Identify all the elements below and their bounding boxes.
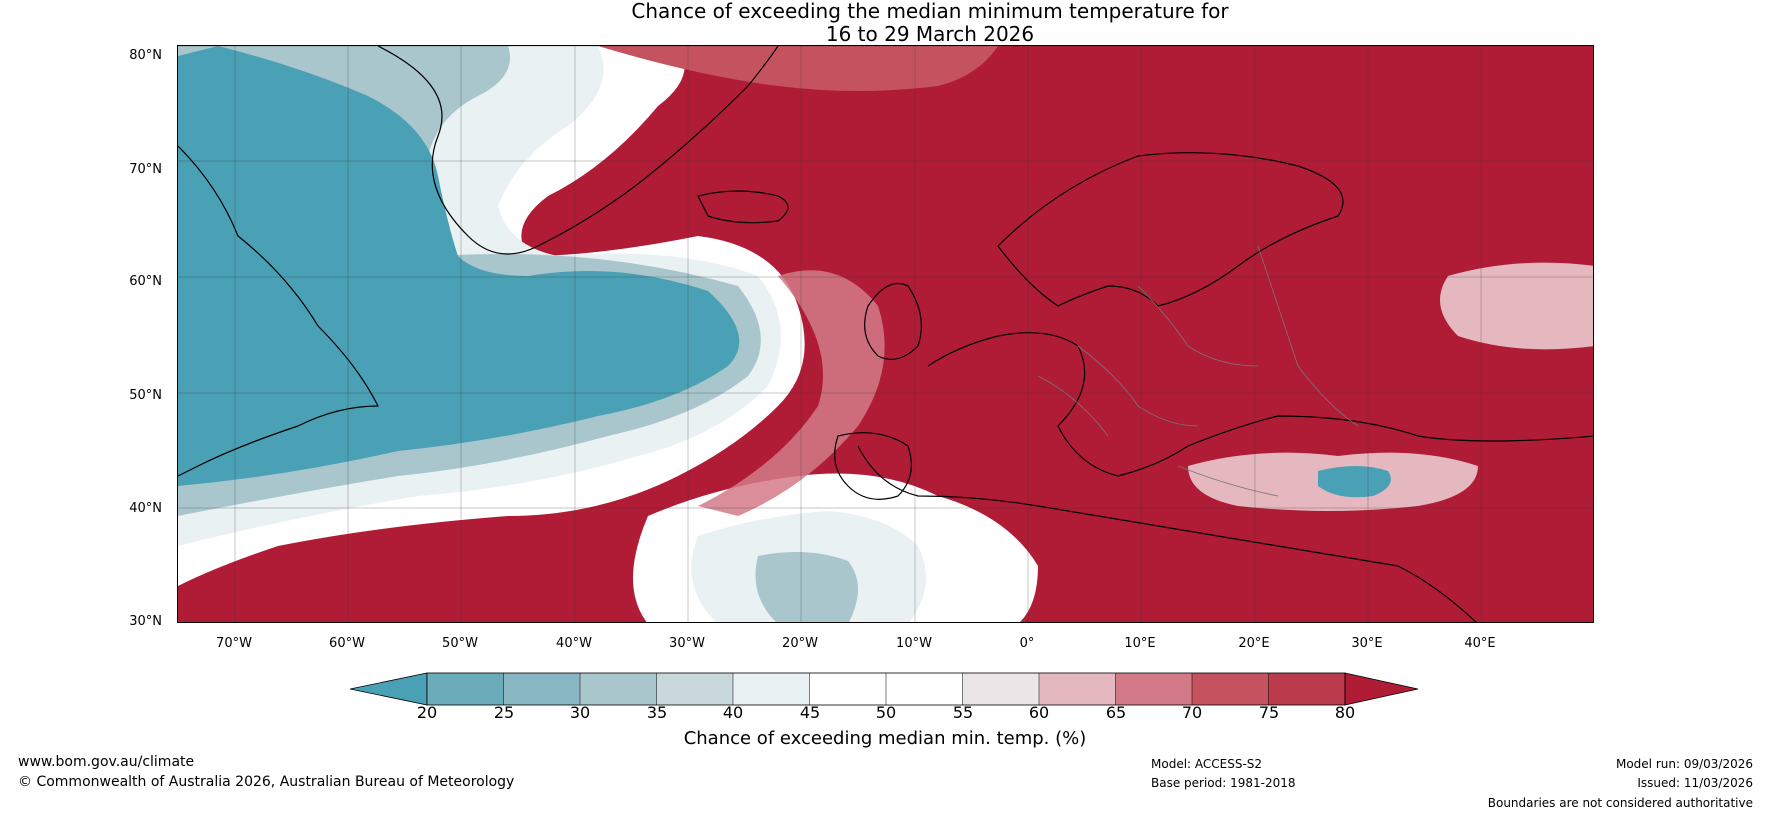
colorbar — [350, 672, 1419, 706]
lat-label-50n: 50°N — [129, 388, 162, 403]
europe-coast — [927, 332, 1593, 477]
iceland-coast — [697, 190, 789, 224]
colorbar-tick-75: 75 — [1258, 703, 1280, 722]
iberia-coast — [834, 432, 912, 500]
colorbar-tick-65: 65 — [1105, 703, 1127, 722]
colorbar-tick-40: 40 — [722, 703, 744, 722]
forecast-map — [177, 45, 1594, 623]
lat-label-80n: 80°N — [129, 48, 162, 63]
colorbar-tick-60: 60 — [1028, 703, 1050, 722]
footer-website: www.bom.gov.au/climate — [18, 754, 195, 770]
colorbar-cell — [580, 673, 657, 705]
lat-label-30n: 30°N — [129, 614, 162, 629]
labrador-coast — [178, 145, 379, 477]
colorbar-tick-30: 30 — [569, 703, 591, 722]
coastlines — [178, 46, 1593, 622]
colorbar-cell — [809, 673, 887, 705]
colorbar-tick-70: 70 — [1181, 703, 1203, 722]
lon-label-50w: 50°W — [442, 636, 478, 651]
colorbar-cell — [1039, 673, 1116, 705]
footer-issued: Issued: 11/03/2026 — [1637, 776, 1753, 790]
lon-label-30w: 30°W — [669, 636, 705, 651]
lat-label-60n: 60°N — [129, 274, 162, 289]
colorbar-cell — [1192, 673, 1269, 705]
colorbar-cell — [1115, 673, 1193, 705]
colorbar-cell — [503, 673, 581, 705]
colorbar-tick-25: 25 — [493, 703, 515, 722]
lon-label-20e: 20°E — [1238, 636, 1270, 651]
uk-coast — [864, 282, 922, 360]
graticule — [178, 46, 1593, 622]
cool-zone-south-blue — [755, 552, 858, 622]
cool-zone-deep — [178, 46, 740, 486]
cool-spot-caspian — [1318, 466, 1391, 498]
lon-label-10e: 10°E — [1124, 636, 1156, 651]
colorbar-cell — [656, 673, 734, 705]
lon-label-0: 0° — [1019, 636, 1035, 651]
colorbar-cell — [427, 673, 504, 705]
lat-label-70n: 70°N — [129, 162, 162, 177]
colorbar-arrow-low — [350, 672, 428, 706]
pink-band-arctic — [598, 46, 998, 91]
lon-label-20w: 20°W — [782, 636, 818, 651]
map-canvas — [178, 46, 1593, 622]
lon-label-60w: 60°W — [329, 636, 365, 651]
lon-label-40w: 40°W — [556, 636, 592, 651]
title-line-2: 16 to 29 March 2026 — [825, 22, 1035, 46]
footer-disclaimer: Boundaries are not considered authoritat… — [1487, 796, 1753, 810]
footer-model: Model: ACCESS-S2 — [1151, 757, 1263, 771]
lon-label-30e: 30°E — [1351, 636, 1383, 651]
lon-label-70w: 70°W — [216, 636, 252, 651]
footer-base-period: Base period: 1981-2018 — [1151, 776, 1296, 790]
title-line-1: Chance of exceeding the median minimum t… — [631, 0, 1229, 23]
colorbar-tick-55: 55 — [952, 703, 974, 722]
colorbar-arrow-high — [1344, 672, 1419, 706]
med-coast — [857, 445, 1477, 622]
colorbar-tick-35: 35 — [646, 703, 668, 722]
colorbar-tick-45: 45 — [799, 703, 821, 722]
colorbar-label: Chance of exceeding median min. temp. (%… — [683, 728, 1087, 749]
lon-label-10w: 10°W — [896, 636, 932, 651]
lat-label-40n: 40°N — [129, 501, 162, 516]
pink-band-east — [1440, 262, 1593, 350]
footer-copyright: © Commonwealth of Australia 2026, Austra… — [18, 774, 515, 790]
pink-band-atlantic — [698, 270, 885, 516]
country-borders — [1037, 245, 1359, 497]
colorbar-tick-80: 80 — [1334, 703, 1356, 722]
map-title: Chance of exceeding the median minimum t… — [460, 0, 1400, 46]
greenland-coast — [377, 46, 779, 255]
colorbar-tick-50: 50 — [875, 703, 897, 722]
colorbar-cells — [350, 672, 1419, 706]
colorbar-cell — [962, 673, 1040, 705]
colorbar-cell — [733, 673, 810, 705]
lon-label-40e: 40°E — [1464, 636, 1496, 651]
colorbar-tick-20: 20 — [416, 703, 438, 722]
colorbar-cell — [886, 673, 963, 705]
scandinavia-coast — [997, 152, 1344, 307]
colorbar-cell — [1268, 673, 1346, 705]
footer-model-run: Model run: 09/03/2026 — [1615, 757, 1753, 771]
